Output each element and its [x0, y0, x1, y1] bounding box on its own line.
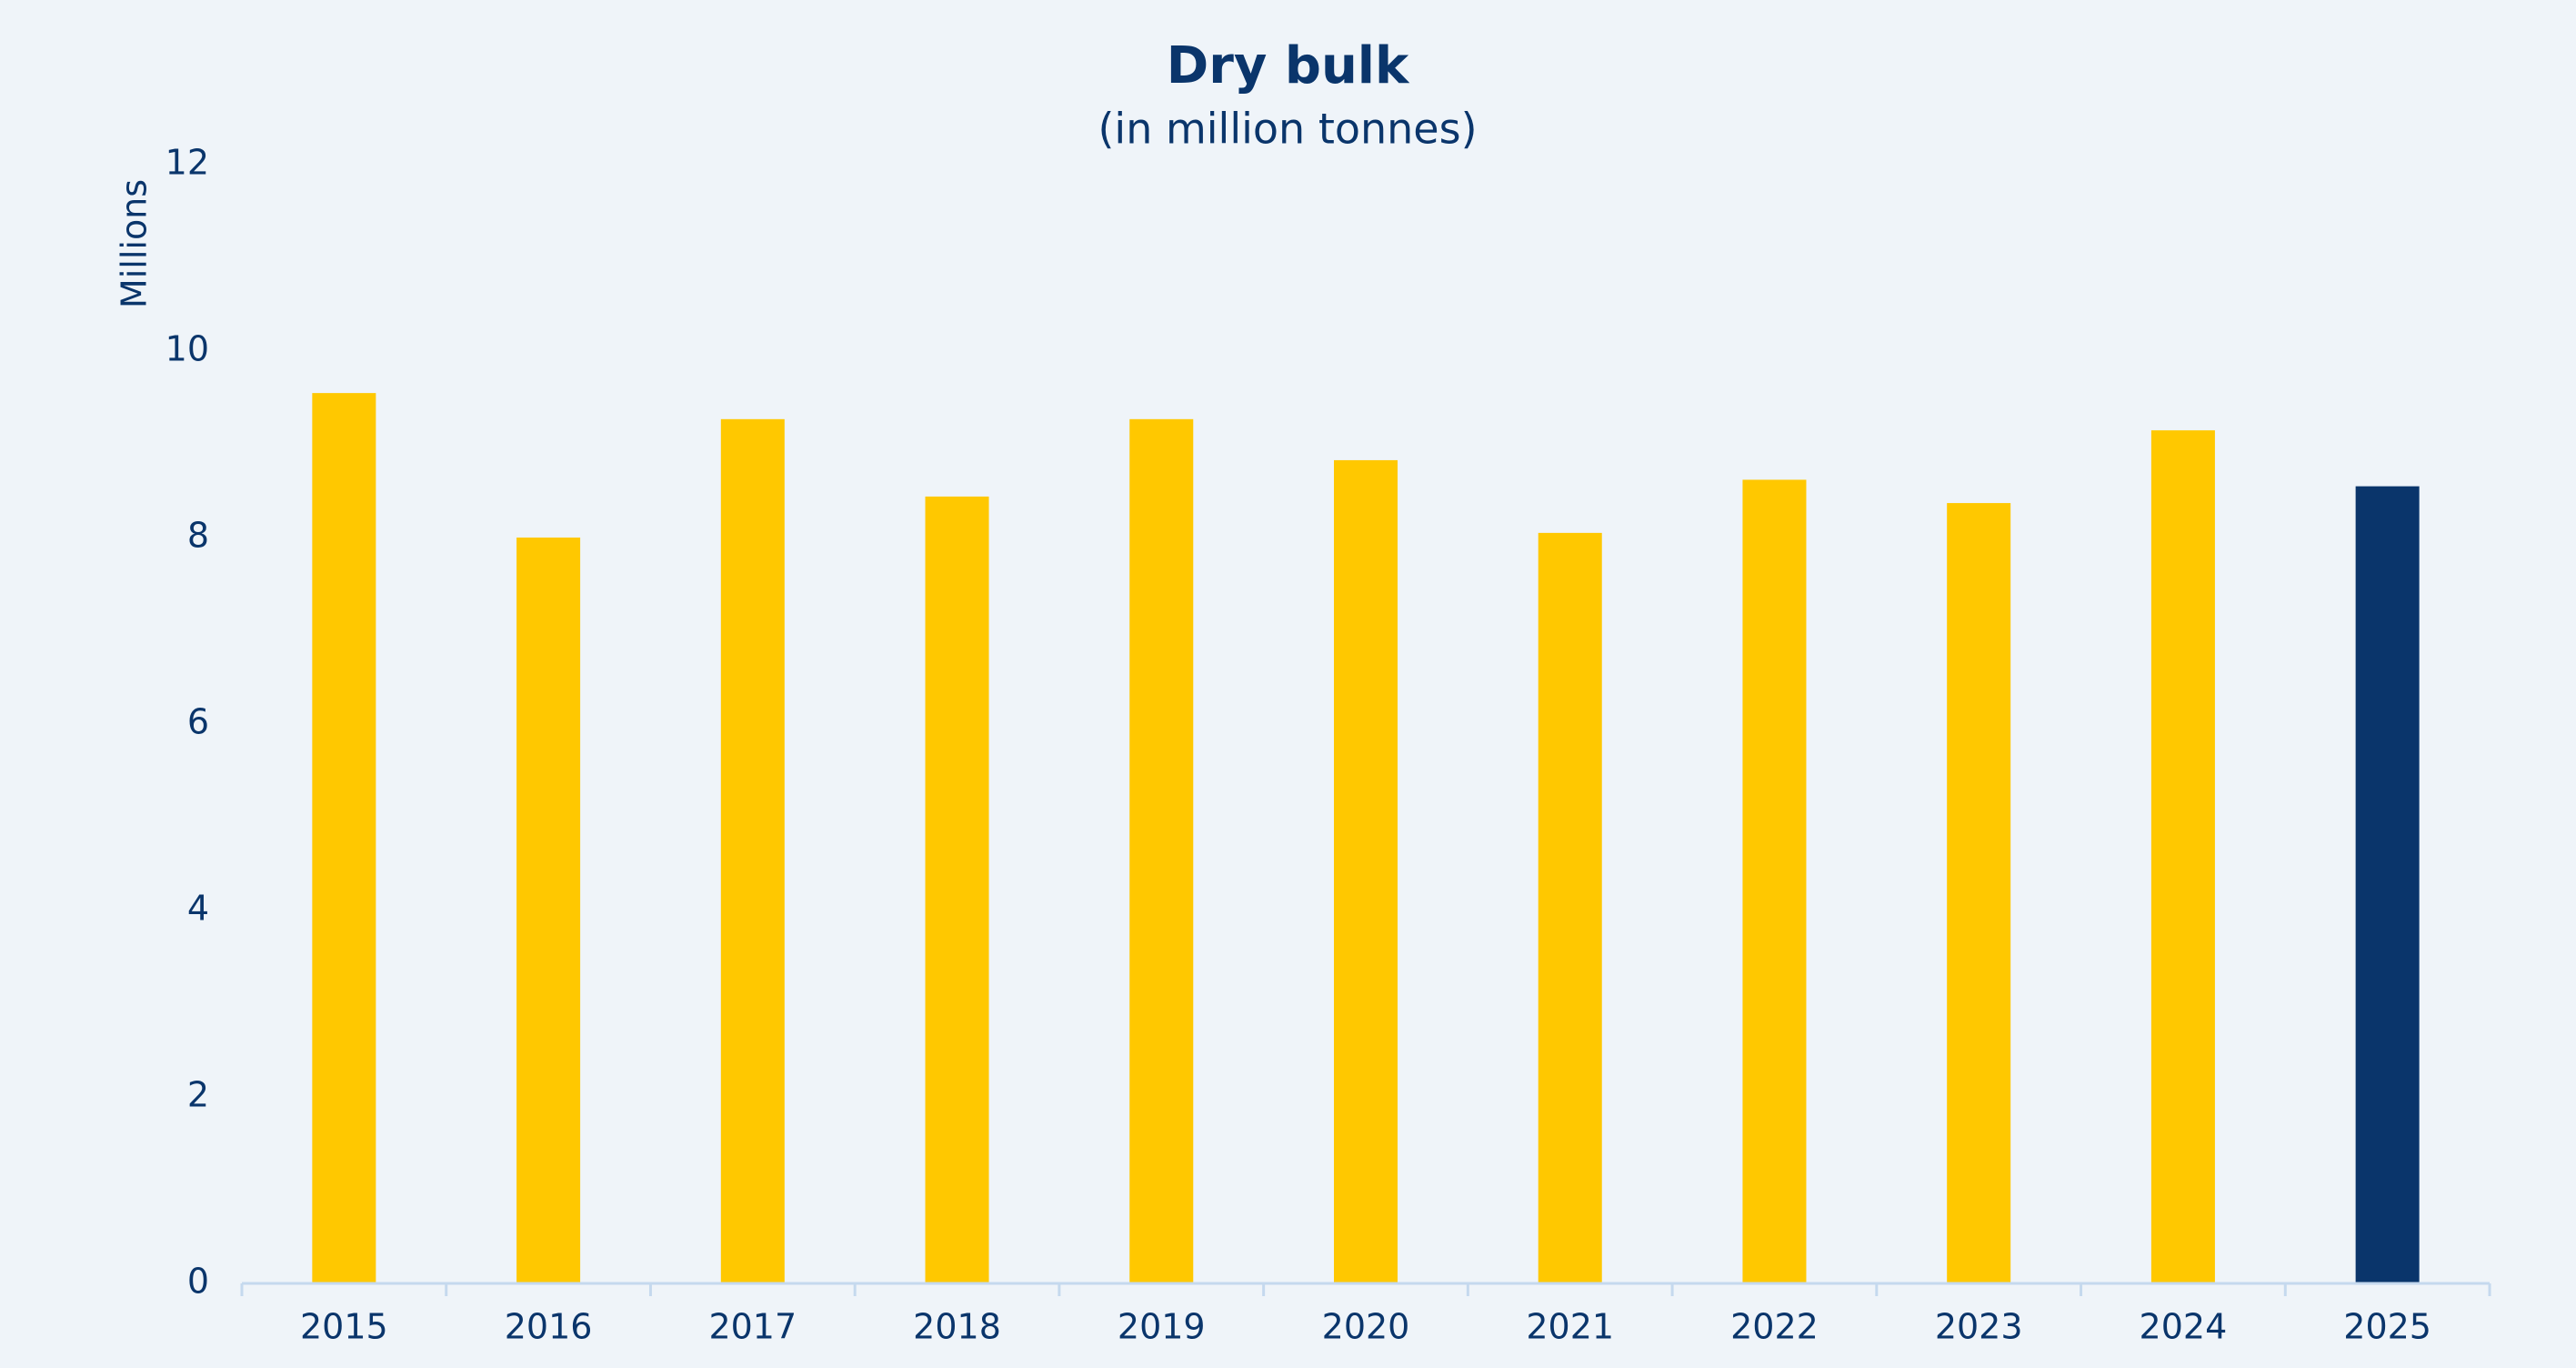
- x-tick-label: 2019: [1118, 1307, 1206, 1347]
- x-tick-label: 2023: [1935, 1307, 2023, 1347]
- x-tick-label: 2017: [708, 1307, 797, 1347]
- x-tick-label: 2022: [1730, 1307, 1819, 1347]
- bar: [925, 496, 989, 1283]
- y-tick-label: 6: [187, 702, 209, 742]
- x-tick-label: 2020: [1322, 1307, 1410, 1347]
- bar: [312, 393, 376, 1283]
- bar: [1538, 532, 1602, 1283]
- x-tick-label: 2015: [300, 1307, 388, 1347]
- bar: [1334, 459, 1398, 1283]
- bar: [720, 418, 785, 1283]
- y-tick-label: 4: [187, 889, 209, 929]
- bar: [1947, 503, 2011, 1283]
- x-tick-label: 2024: [2140, 1307, 2228, 1347]
- bar: [516, 538, 581, 1283]
- x-tick-label: 2016: [505, 1307, 593, 1347]
- x-tick-label: 2018: [913, 1307, 1001, 1347]
- y-tick-label: 0: [187, 1262, 209, 1302]
- chart-title: Dry bulk: [1167, 36, 1410, 96]
- y-tick-label: 8: [187, 516, 209, 556]
- x-tick-label: 2021: [1526, 1307, 1614, 1347]
- chart-subtitle: (in million tonnes): [1098, 105, 1477, 154]
- bar: [2150, 430, 2215, 1283]
- x-tick-label: 2025: [2343, 1307, 2431, 1347]
- bar: [1742, 479, 1807, 1283]
- bar: [1129, 418, 1194, 1283]
- bar: [2355, 486, 2420, 1283]
- y-tick-label: 12: [165, 143, 209, 183]
- y-axis-label: Millions: [115, 179, 155, 308]
- y-tick-label: 2: [187, 1075, 209, 1115]
- y-tick-label: 10: [165, 329, 209, 369]
